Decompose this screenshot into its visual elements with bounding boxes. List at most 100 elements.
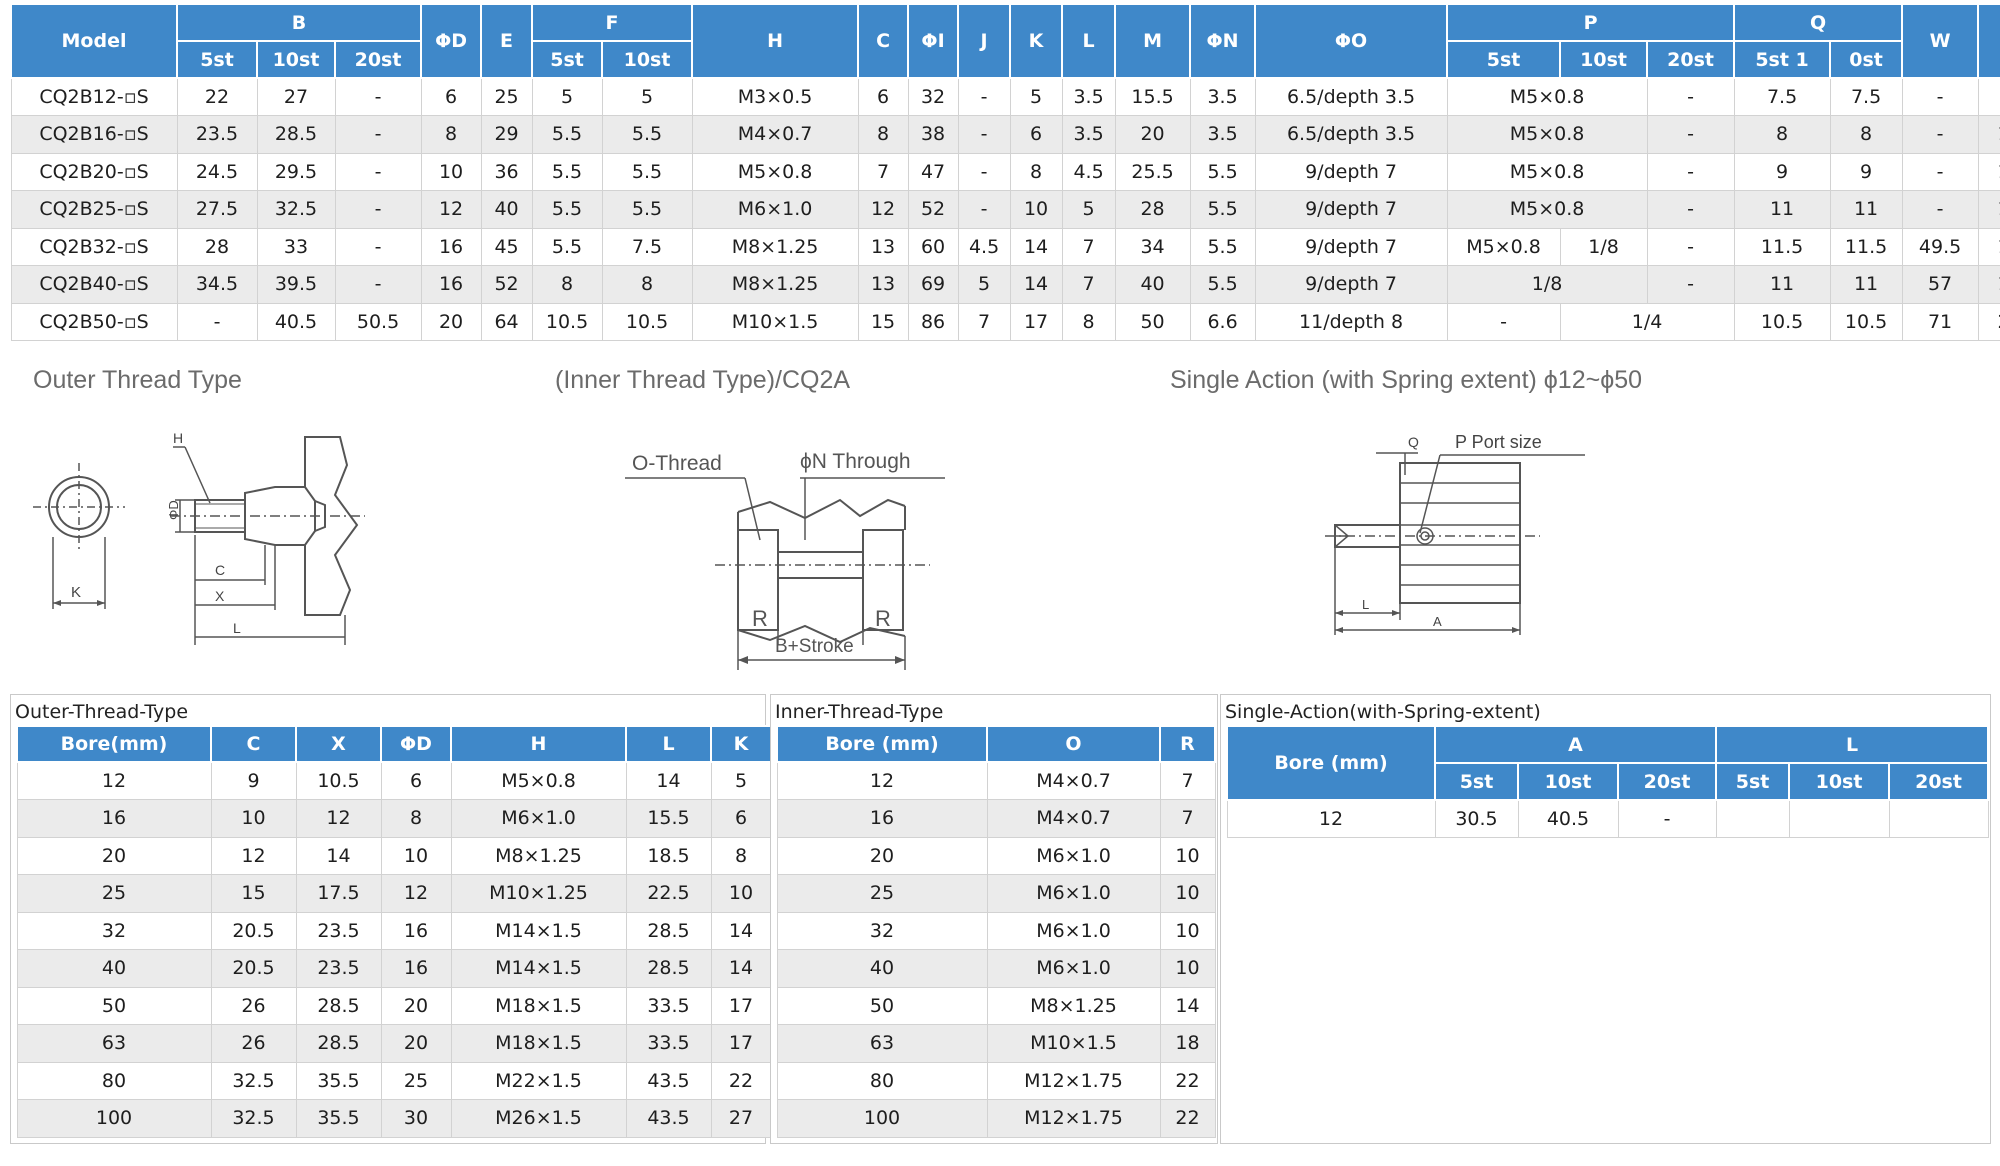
table-row: 80 M12×1.75 22 <box>776 1061 1216 1100</box>
cell-bore: 40 <box>776 949 988 988</box>
cell-p: M5×0.8 <box>1446 115 1648 154</box>
inner-thread-table: Bore (mm) O R 12 M4×0.7 7 16 M4×0.7 7 20 M6×1… <box>776 725 1216 1138</box>
cell-k: 6 <box>1009 115 1063 154</box>
header-q: Q <box>1733 3 1904 42</box>
label-h: H <box>173 430 183 446</box>
header-model: Model <box>10 3 178 79</box>
cell-q2: 8 <box>1829 115 1903 154</box>
header-bore: Bore(mm) <box>16 725 212 763</box>
cell-d: 25 <box>380 1061 452 1100</box>
cell-q1: 9 <box>1733 152 1831 191</box>
cell-bore: 20 <box>16 836 212 875</box>
table-row: CQ2B20-▫S 24.5 29.5 - 10 36 5.5 5.5 M5×0… <box>10 152 2000 191</box>
label-d: ΦD <box>166 500 181 520</box>
cell-q1: 11 <box>1733 190 1831 229</box>
cell-c: 32.5 <box>210 1061 297 1100</box>
cell-r: 7 <box>1159 799 1216 838</box>
cell-k: 10 <box>710 874 772 913</box>
cell-p20: - <box>1646 190 1735 229</box>
cell-l: 18.5 <box>625 836 712 875</box>
cell-o: M6×1.0 <box>986 836 1161 875</box>
cell-b20: - <box>334 265 422 304</box>
table-row: 32 M6×1.0 10 <box>776 911 1216 950</box>
cell-r: 10 <box>1159 836 1216 875</box>
table-row: 100 M12×1.75 22 <box>776 1099 1216 1138</box>
cell-c: 8 <box>857 115 909 154</box>
table-row: CQ2B25-▫S 27.5 32.5 - 12 40 5.5 5.5 M6×1… <box>10 190 2000 229</box>
cell-e: 45 <box>480 227 533 266</box>
outer-thread-table: Bore(mm) C X ΦD H L K 12 9 10.5 6 M5×0.8 14 5 … <box>16 725 772 1138</box>
cell-q2: 11.5 <box>1829 227 1903 266</box>
cell-o: 9/depth 7 <box>1254 152 1448 191</box>
subheader-a-5st: 5st <box>1434 762 1519 801</box>
table-row: CQ2B32-▫S 28 33 - 16 45 5.5 7.5 M8×1.25 … <box>10 227 2000 266</box>
header-l: L <box>625 725 712 763</box>
cell-d: 30 <box>380 1099 452 1138</box>
table-row: 80 32.5 35.5 25 M22×1.5 43.5 22 <box>16 1061 772 1100</box>
table-row: CQ2B50-▫S - 40.5 50.5 20 64 10.5 10.5 M1… <box>10 302 2000 341</box>
table-row: CQ2B12-▫S 22 27 - 6 25 5 5 M3×0.5 6 32 -… <box>10 77 2000 116</box>
cell-z: 22 <box>1977 302 2000 341</box>
single-action-table: Bore (mm) A L 5st 10st 20st 5st 10st 20s… <box>1226 725 1990 838</box>
cell-q2: 7.5 <box>1829 77 1903 116</box>
header-h: H <box>691 3 860 79</box>
cell-d: 8 <box>420 115 482 154</box>
cell-c: 32.5 <box>210 1099 297 1138</box>
cell-w: 57 <box>1901 265 1979 304</box>
cell-bore: 20 <box>776 836 988 875</box>
cell-x: 23.5 <box>295 949 382 988</box>
cell-h: M18×1.5 <box>450 986 627 1025</box>
header-k: K <box>1009 3 1064 79</box>
cell-k: 22 <box>710 1061 772 1100</box>
cell-h: M8×1.25 <box>691 227 859 266</box>
cell-c: 20.5 <box>210 911 297 950</box>
cell-z: 18 <box>1977 227 2000 266</box>
cell-o: M4×0.7 <box>986 799 1161 838</box>
table-row: 50 M8×1.25 14 <box>776 986 1216 1025</box>
cell-h: M22×1.5 <box>450 1061 627 1100</box>
cell-b10: 28.5 <box>256 115 336 154</box>
cell-d: 6 <box>380 761 452 800</box>
table-row: 12 M4×0.7 7 <box>776 761 1216 800</box>
cell-x: 28.5 <box>295 1024 382 1063</box>
cell-h: M14×1.5 <box>450 949 627 988</box>
single-action-table-panel: Single-Action(with-Spring-extent) Bore (… <box>1220 694 1991 1144</box>
header-l: L <box>1715 725 1990 764</box>
cell-h: M5×0.8 <box>691 152 859 191</box>
table-row: 40 20.5 23.5 16 M14×1.5 28.5 14 <box>16 949 772 988</box>
cell-l: 43.5 <box>625 1061 712 1100</box>
cell-d: 16 <box>420 227 482 266</box>
cell-l: 28.5 <box>625 911 712 950</box>
cell-p: M5×0.8 <box>1446 77 1648 116</box>
header-a: A <box>1433 725 1718 764</box>
cell-e: 64 <box>480 302 533 341</box>
header-r: R <box>1159 725 1216 763</box>
cell-bore: 50 <box>776 986 988 1025</box>
cell-w: - <box>1901 77 1979 116</box>
cell-n: 5.5 <box>1189 190 1256 229</box>
label-o-thread: O-Thread <box>632 452 722 475</box>
cell-b10: 32.5 <box>256 190 336 229</box>
cell-q2: 11 <box>1829 265 1903 304</box>
subheader-l-5st: 5st <box>1715 762 1791 801</box>
cell-h: M18×1.5 <box>450 1024 627 1063</box>
cell-z: - <box>1977 77 2000 116</box>
cell-k: 14 <box>1009 265 1063 304</box>
cell-f10: 5.5 <box>601 190 693 229</box>
cell-h: M3×0.5 <box>691 77 859 116</box>
cell-b5: - <box>176 302 258 341</box>
cell-e: 36 <box>480 152 533 191</box>
cell-k: 14 <box>1009 227 1063 266</box>
label-r-right: R <box>875 606 891 631</box>
cell-j: 4.5 <box>957 227 1011 266</box>
cell-model: CQ2B40-▫S <box>10 265 178 304</box>
cell-b5: 27.5 <box>176 190 258 229</box>
cell-o: M12×1.75 <box>986 1099 1161 1138</box>
cell-bore: 12 <box>776 761 988 800</box>
cell-r: 10 <box>1159 874 1216 913</box>
cell-i: 86 <box>907 302 959 341</box>
cell-f10: 5.5 <box>601 152 693 191</box>
cell-k: 8 <box>1009 152 1063 191</box>
cell-i: 47 <box>907 152 959 191</box>
single-action-caption: Single-Action(with-Spring-extent) <box>1225 701 1541 723</box>
